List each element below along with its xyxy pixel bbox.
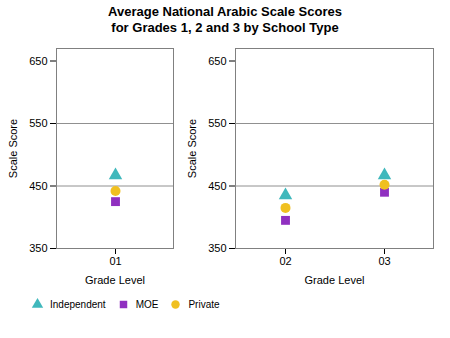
- svg-text:Grade Level: Grade Level: [85, 274, 145, 286]
- html-text:Private: Private: [188, 299, 220, 310]
- svg-text:02: 02: [279, 255, 291, 267]
- svg-text:450: 450: [208, 180, 226, 192]
- html-text:Independent: Independent: [50, 299, 106, 310]
- svg-text:350: 350: [29, 242, 47, 254]
- html-text:Average National Arabic Scale: Average National Arabic Scale Scores: [108, 4, 342, 19]
- svg-text:03: 03: [378, 255, 390, 267]
- html-text:MOE: MOE: [135, 299, 159, 310]
- svg-text:350: 350: [208, 242, 226, 254]
- svg-text:650: 650: [208, 55, 226, 67]
- svg-text:550: 550: [29, 117, 47, 129]
- svg-text:650: 650: [29, 55, 47, 67]
- svg-text:Scale Score: Scale Score: [186, 119, 198, 178]
- svg-text:01: 01: [109, 255, 121, 267]
- svg-text:Grade Level: Grade Level: [304, 274, 364, 286]
- html-text:for Grades 1, 2 and 3 by Schoo: for Grades 1, 2 and 3 by School Type: [111, 20, 339, 35]
- svg-text:Scale Score: Scale Score: [7, 119, 19, 178]
- svg-text:450: 450: [29, 180, 47, 192]
- svg-text:550: 550: [208, 117, 226, 129]
